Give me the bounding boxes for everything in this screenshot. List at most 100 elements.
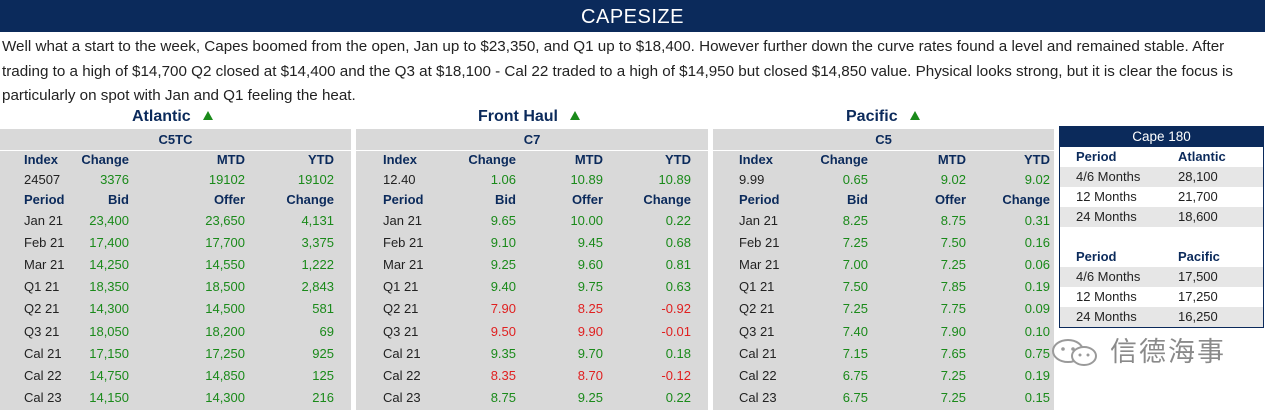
table-row-index-cell: Cal 22 <box>383 367 421 383</box>
table-row: Q3 21 7.40 7.90 0.10 <box>713 322 1054 342</box>
index-value-row-mtd-cell: 19102 <box>208 172 245 187</box>
table-row-ytd-cell: -0.01 <box>661 323 691 339</box>
table-row-index-cell: Cal 21 <box>739 345 777 361</box>
table-row: Cal 21 9.35 9.70 0.18 <box>356 344 708 364</box>
table-row-ytd-cell: 0.16 <box>1024 235 1050 251</box>
period-header-row-change-cell: Bid <box>108 192 129 207</box>
table-row-ytd-cell: -0.12 <box>661 367 691 383</box>
table-row-ytd-cell: 2,843 <box>301 279 334 295</box>
table-row-change-cell: 7.40 <box>842 323 868 339</box>
table-row-mtd-cell: 9.60 <box>577 257 603 273</box>
section-banner: CAPESIZE <box>0 0 1265 32</box>
table-row-change-cell: 7.00 <box>842 257 868 273</box>
table-row-ytd-cell: 0.19 <box>1024 279 1050 295</box>
index-value-row-ytd-cell: 19102 <box>297 172 334 187</box>
table-row-mtd-cell: 14,300 <box>205 389 245 405</box>
up-triangle-icon <box>570 111 580 120</box>
table-row: Q2 21 7.25 7.75 0.09 <box>713 299 1054 319</box>
period-header-row-ytd-cell: Change <box>286 192 334 207</box>
period-header-row-mtd-cell: Offer <box>934 192 966 207</box>
cape180-table: Cape 180 Period Atlantic 4/6 Months 28,1… <box>1059 126 1264 328</box>
table-row-index-cell: Jan 21 <box>383 213 423 228</box>
table-row-change-cell: 9.25 <box>490 257 516 273</box>
table-row-index-cell: Q3 21 <box>383 323 419 339</box>
table-row: Cal 22 8.35 8.70 -0.12 <box>356 366 708 386</box>
table-row-index-cell: Cal 21 <box>24 345 62 361</box>
table-row: Q2 21 14,300 14,500 581 <box>0 299 351 319</box>
table-row-ytd-cell: 0.31 <box>1024 213 1050 228</box>
table-row: Cal 23 14,150 14,300 216 <box>0 388 351 408</box>
index-value-row-index-cell: 9.99 <box>739 172 765 187</box>
index-value-row: 24507 3376 19102 19102 <box>0 170 351 190</box>
region-header-atlantic: Atlantic <box>132 108 213 126</box>
table-row: Mar 21 7.00 7.25 0.06 <box>713 255 1054 275</box>
cape180-row: 12 Months 21,700 <box>1076 189 1218 204</box>
table-row-index-cell: Q3 21 <box>739 323 775 339</box>
table-row-mtd-cell: 7.50 <box>940 235 966 251</box>
table-row-change-cell: 8.35 <box>490 367 516 383</box>
table-row-ytd-cell: 0.68 <box>665 235 691 251</box>
table-row-change-cell: 17,400 <box>89 235 129 251</box>
table-row-ytd-cell: 1,222 <box>301 257 334 273</box>
table-row: Cal 23 8.75 9.25 0.22 <box>356 388 708 408</box>
up-triangle-icon <box>202 111 213 120</box>
panel-c5tc: C5TC Index Change MTD YTD 24507 3376 19102 19102… <box>0 129 351 410</box>
up-triangle-icon <box>909 111 920 120</box>
table-row-change-cell: 6.75 <box>842 367 868 383</box>
table-row-change-cell: 9.65 <box>490 213 516 228</box>
table-row-index-cell: Cal 21 <box>383 345 421 361</box>
table-row-ytd-cell: 0.15 <box>1024 389 1050 405</box>
period-header-row-mtd-cell: Offer <box>571 192 603 207</box>
table-row: Q3 21 9.50 9.90 -0.01 <box>356 322 708 342</box>
route-title: C7 <box>356 129 708 151</box>
table-row-change-cell: 14,300 <box>89 301 129 317</box>
index-value-row-mtd-cell: 10.89 <box>570 172 603 187</box>
watermark-text: 信德海事 <box>1110 337 1226 368</box>
table-row-index-cell: Cal 23 <box>739 389 777 405</box>
table-row-change-cell: 9.10 <box>490 235 516 251</box>
table-row: Cal 22 14,750 14,850 125 <box>0 366 351 386</box>
table-row-change-cell: 7.25 <box>842 235 868 251</box>
index-value-row-ytd-cell: 9.02 <box>1024 172 1050 187</box>
cape180-atlantic-header: Period Atlantic <box>1076 149 1226 164</box>
cape180-row: 12 Months 17,250 <box>1076 289 1218 304</box>
table-row-change-cell: 6.75 <box>842 389 868 405</box>
table-row: Q1 21 18,350 18,500 2,843 <box>0 277 351 297</box>
table-row-index-cell: Cal 22 <box>24 367 62 383</box>
table-row: Feb 21 7.25 7.50 0.16 <box>713 233 1054 253</box>
index-header-row-index-cell: Index <box>24 152 58 167</box>
period-header-row-change-cell: Bid <box>847 192 868 207</box>
index-header-row-index-cell: Index <box>739 152 773 167</box>
cape180-row: 24 Months 18,600 <box>1060 207 1263 227</box>
table-row-ytd-cell: 0.10 <box>1024 323 1050 339</box>
table-row-mtd-cell: 9.25 <box>577 389 603 405</box>
period-header-row-ytd-cell: Change <box>643 192 691 207</box>
table-row-index-cell: Cal 23 <box>24 389 62 405</box>
table-row-mtd-cell: 8.75 <box>940 213 966 228</box>
table-row-index-cell: Q2 21 <box>739 301 775 317</box>
table-row-ytd-cell: 0.09 <box>1024 301 1050 317</box>
table-row: Mar 21 9.25 9.60 0.81 <box>356 255 708 275</box>
table-row: Q3 21 18,050 18,200 69 <box>0 322 351 342</box>
period-header-row-change-cell: Bid <box>495 192 516 207</box>
index-value-row: 12.40 1.06 10.89 10.89 <box>356 170 708 190</box>
market-commentary: Well what a start to the week, Capes boo… <box>2 38 1234 105</box>
table-row-index-cell: Cal 22 <box>739 367 777 383</box>
table-row-mtd-cell: 7.25 <box>940 389 966 405</box>
table-row-ytd-cell: 125 <box>312 367 334 383</box>
index-header-row-mtd-cell: MTD <box>574 152 603 167</box>
table-row-index-cell: Mar 21 <box>383 257 424 273</box>
cape180-row: 24 Months 16,250 <box>1060 307 1263 327</box>
table-row-change-cell: 9.40 <box>490 279 516 295</box>
panel-c5: C5 Index Change MTD YTD 9.99 0.65 9.02 9.02 Perio… <box>713 129 1054 410</box>
route-title: C5 <box>713 129 1054 151</box>
period-header-row: Period Bid Offer Change <box>356 190 708 210</box>
table-row-mtd-cell: 17,700 <box>205 235 245 251</box>
table-row-index-cell: Jan 21 <box>739 213 779 228</box>
table-row-ytd-cell: 581 <box>312 301 334 317</box>
index-value-row-change-cell: 0.65 <box>842 172 868 187</box>
table-row-ytd-cell: -0.92 <box>661 301 691 317</box>
index-header-row-change-cell: Change <box>820 152 868 167</box>
table-row: Q1 21 7.50 7.85 0.19 <box>713 277 1054 297</box>
table-row-mtd-cell: 7.90 <box>940 323 966 339</box>
